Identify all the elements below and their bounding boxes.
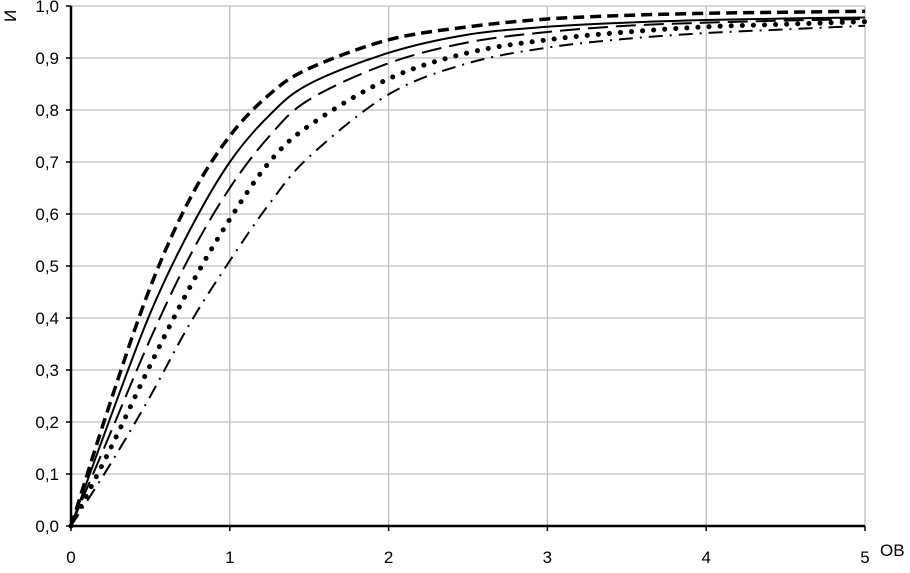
axes — [66, 5, 866, 531]
x-tick-label: 1 — [225, 548, 234, 567]
y-tick-label: 0,7 — [35, 153, 59, 172]
series-line-long-dashed — [70, 18, 866, 527]
x-tick-label: 5 — [860, 548, 869, 567]
x-tick-label: 3 — [543, 548, 552, 567]
y-tick-label: 0,1 — [35, 465, 59, 484]
y-tick-label: 1,0 — [35, 0, 59, 16]
y-tick-label: 0,2 — [35, 413, 59, 432]
y-tick-label: 0,6 — [35, 205, 59, 224]
tick-labels: 0,0 0,1 0,2 0,3 0,4 0,5 0,6 0,7 0,8 0,9 1,0 0 1 2 3 4 5 — [35, 0, 869, 567]
y-tick-label: 0,9 — [35, 49, 59, 68]
series-group — [68, 9, 868, 529]
y-tick-label: 0,4 — [35, 309, 59, 328]
x-tick-label: 2 — [384, 548, 393, 567]
series-line-heavy-dashed — [69, 9, 866, 527]
y-tick-label: 0,3 — [35, 361, 59, 380]
grid — [71, 5, 866, 526]
series-line-solid — [70, 16, 866, 527]
y-tick-label: 0,8 — [35, 101, 59, 120]
x-tick-label: 0 — [66, 548, 75, 567]
y-tick-label: 0,0 — [35, 517, 59, 536]
series-line-dotted — [68, 19, 868, 529]
series-line-dash-dot — [70, 24, 866, 527]
x-tick-label: 4 — [701, 548, 710, 567]
y-axis-label: И — [1, 10, 20, 22]
x-axis-label: ОВ — [880, 541, 905, 560]
y-tick-label: 0,5 — [35, 257, 59, 276]
